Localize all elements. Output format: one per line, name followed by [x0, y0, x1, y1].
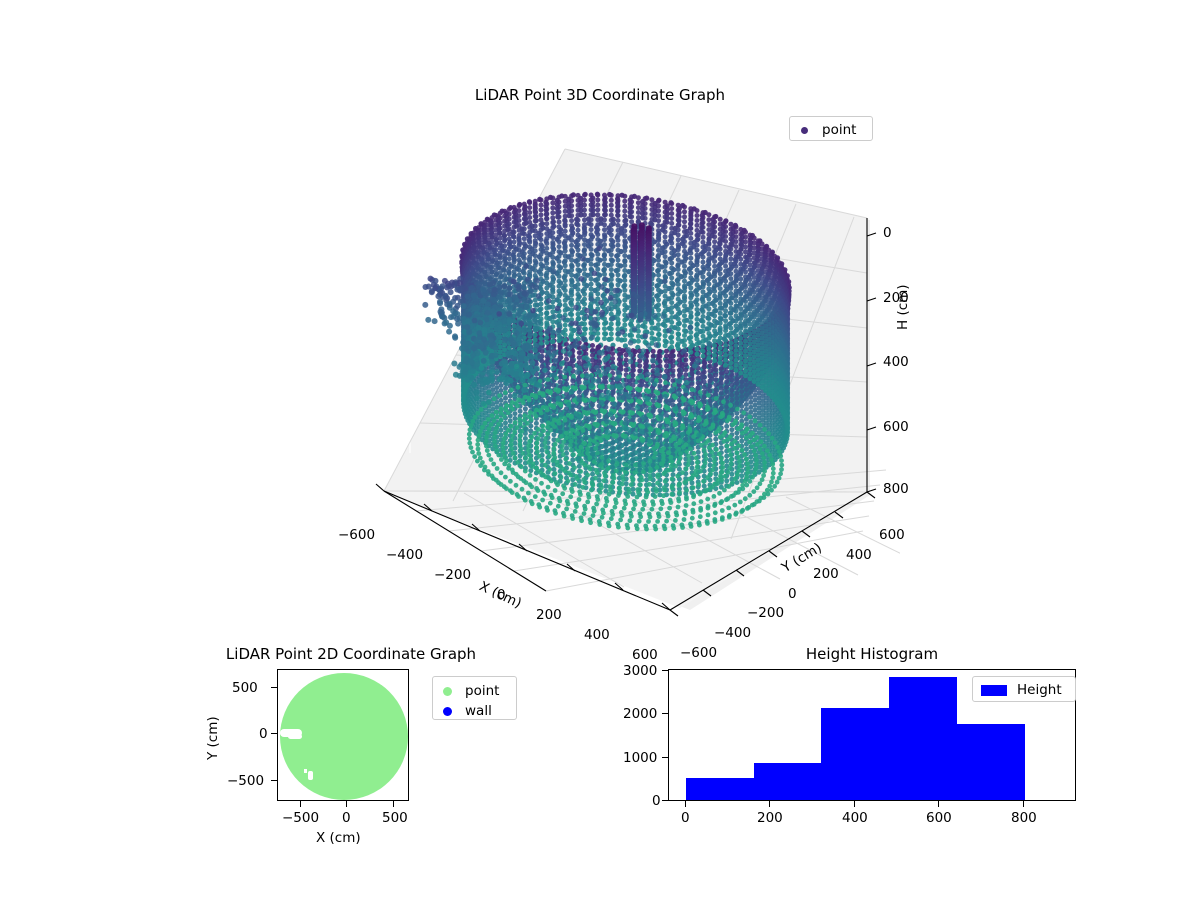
hist-xtick-1: 200 [757, 810, 783, 826]
plot2d-xtickmark-2 [393, 801, 394, 807]
plot2d-xtick-1: 0 [342, 810, 351, 826]
histogram-legend[interactable]: Height [972, 676, 1076, 702]
point-marker-icon [801, 127, 808, 134]
plot3d-ztick-2: 400 [883, 354, 909, 370]
plot3d-ytick-3: 0 [788, 586, 797, 602]
plot2d-xtick-0: −500 [282, 810, 319, 826]
hist-ytickmark-1000 [662, 757, 668, 758]
plot3d-ytick-4: 200 [813, 566, 839, 582]
point-marker-icon [443, 687, 452, 696]
plot3d-xtick-6: 600 [632, 647, 658, 663]
plot3d-ytick-1: −400 [714, 625, 751, 641]
plot2d-xtickmark-1 [346, 801, 347, 807]
plot2d-ytickmark-1 [271, 733, 277, 734]
histogram-legend-item-height[interactable]: Height [979, 680, 1069, 700]
plot3d-xtick-5: 400 [584, 627, 610, 643]
plot3d-zlabel: H (cm) [895, 284, 911, 330]
hist-ytick-2: 2000 [623, 706, 657, 722]
plot3d-ytick-6: 600 [879, 527, 905, 543]
plot2d-ytickmark-0 [271, 687, 277, 688]
plot2d-xtick-2: 500 [382, 810, 408, 826]
hist-ytickmark-0 [662, 800, 668, 801]
hist-ytick-1: 1000 [623, 750, 657, 766]
histogram-bar [957, 724, 1025, 800]
plot2d-legend-item-point[interactable]: point [439, 681, 510, 701]
hist-ytickmark-2000 [662, 713, 668, 714]
plot3d-legend-item-point[interactable]: point [796, 120, 866, 140]
hist-xtickmark-600 [938, 801, 939, 807]
hist-xtickmark-200 [769, 801, 770, 807]
plot3d-xtick-1: −400 [386, 547, 423, 563]
plot2d-xtickmark-0 [300, 801, 301, 807]
point-cloud-gap-lower [308, 771, 313, 780]
hist-xtickmark-800 [1023, 801, 1024, 807]
plot3d-xtick-4: 200 [536, 607, 562, 623]
axes-3d: −600 −400 −200 0 200 400 600 −600 −400 −… [340, 140, 900, 630]
hist-ytick-3: 3000 [623, 663, 657, 679]
plot3d-xtick-2: −200 [434, 567, 471, 583]
histogram-bar [821, 708, 889, 800]
plot3d-ytick-2: −200 [747, 605, 784, 621]
plot3d-title: LiDAR Point 3D Coordinate Graph [0, 86, 1200, 104]
plot2d-ytick-2: −500 [227, 773, 264, 789]
plot3d-ztick-0: 0 [883, 225, 892, 241]
histogram-legend-label-height: Height [1017, 682, 1062, 698]
axes-2d[interactable] [277, 669, 409, 801]
plot2d-legend-label-wall: wall [465, 703, 492, 719]
hist-ytickmark-3000 [662, 670, 668, 671]
plot3d-ztick-4: 800 [883, 481, 909, 497]
hist-xtickmark-0 [685, 801, 686, 807]
hist-ytick-0: 0 [652, 793, 661, 809]
plot2d-legend-label-point: point [465, 683, 499, 699]
plot2d-ytick-0: 500 [232, 680, 258, 696]
point-cloud-gap-lower-2 [304, 769, 307, 773]
height-patch-icon [981, 685, 1007, 696]
hist-xtick-4: 800 [1011, 810, 1037, 826]
plot2d-legend[interactable]: point wall [432, 676, 517, 720]
plot2d-ylabel: Y (cm) [205, 716, 221, 760]
plot3d-legend-label-point: point [822, 122, 856, 138]
plot2d-ytick-1: 0 [259, 726, 268, 742]
plot3d-ytick-5: 400 [846, 547, 872, 563]
plot2d-legend-item-wall[interactable]: wall [439, 701, 510, 721]
histogram-bar [889, 677, 957, 800]
hist-xtick-3: 600 [926, 810, 952, 826]
point-cloud-gap-left-2 [288, 734, 302, 739]
plot3d-xtick-0: −600 [338, 527, 375, 543]
plot2d-ytickmark-2 [271, 780, 277, 781]
hist-xtick-2: 400 [842, 810, 868, 826]
hist-xtick-0: 0 [681, 810, 690, 826]
hist-xtickmark-400 [854, 801, 855, 807]
plot3d-ztick-3: 600 [883, 419, 909, 435]
wall-marker-icon [443, 707, 452, 716]
histogram-bar [754, 763, 822, 800]
plot2d-title: LiDAR Point 2D Coordinate Graph [208, 645, 494, 663]
histogram-title: Height Histogram [668, 645, 1076, 663]
plot3d-legend[interactable]: point [789, 116, 873, 141]
histogram-bar [686, 778, 754, 800]
figure-canvas: LiDAR Point 3D Coordinate Graph [0, 0, 1200, 900]
plot2d-xlabel: X (cm) [316, 830, 361, 846]
